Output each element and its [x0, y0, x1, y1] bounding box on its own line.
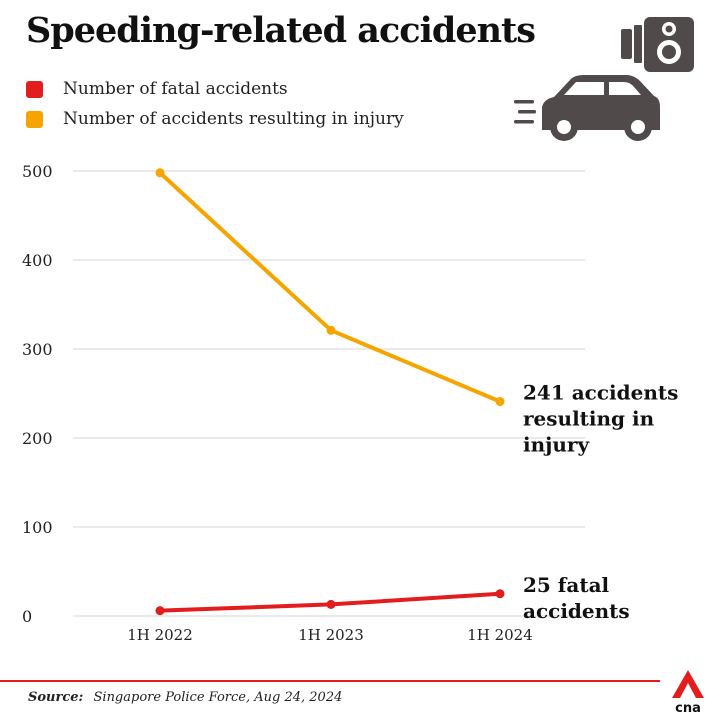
- svg-text:cna: cna: [675, 701, 701, 716]
- series-line-0: [158, 170, 502, 404]
- annotation-1-line-0: 25 fatal: [523, 573, 610, 597]
- source-note: Source: Singapore Police Force, Aug 24, …: [28, 690, 342, 705]
- cna-logo-icon: cna: [672, 670, 704, 716]
- source-label: Source:: [28, 690, 84, 705]
- speeding-car-icon: [514, 75, 660, 141]
- y-tick-label-500: 500: [22, 162, 53, 181]
- y-tick-label-400: 400: [22, 251, 53, 270]
- speed-camera-icon: [621, 17, 694, 72]
- x-tick-label-1: 1H 2023: [298, 626, 364, 644]
- header-graphic: [514, 17, 694, 141]
- data-point-0-1: [326, 325, 336, 335]
- legend: Number of fatal accidents Number of acci…: [26, 74, 404, 134]
- chart-title: Speeding-related accidents: [26, 10, 536, 51]
- y-tick-label-100: 100: [22, 518, 53, 537]
- annotation-0-line-0: 241 accidents: [523, 381, 678, 405]
- y-tick-label-200: 200: [22, 429, 53, 448]
- annotation-0-line-1: resulting in: [523, 407, 655, 431]
- data-point-0-2: [495, 397, 505, 407]
- y-tick-label-300: 300: [22, 340, 53, 359]
- x-tick-label-0: 1H 2022: [127, 626, 193, 644]
- y-tick-label-0: 0: [22, 607, 32, 626]
- legend-item-injury: Number of accidents resulting in injury: [26, 104, 404, 134]
- footer-divider: [0, 680, 660, 682]
- x-tick-label-2: 1H 2024: [467, 626, 533, 644]
- data-point-1-1: [326, 599, 336, 609]
- legend-swatch-injury: [26, 110, 43, 128]
- data-point-1-0: [155, 606, 165, 616]
- line-chart: 0 100 200 300 400 500 1H 2022 1H 2023 1H 2024 241…: [22, 162, 678, 644]
- data-point-1-2: [495, 589, 505, 599]
- annotation-1-line-1: accidents: [523, 599, 630, 623]
- legend-swatch-fatal: [26, 80, 43, 98]
- legend-item-fatal: Number of fatal accidents: [26, 74, 404, 104]
- source-text: Singapore Police Force, Aug 24, 2024: [93, 690, 343, 705]
- legend-label-fatal: Number of fatal accidents: [63, 79, 288, 99]
- annotation-0-line-2: injury: [523, 433, 590, 457]
- data-point-0-0: [155, 168, 165, 178]
- legend-label-injury: Number of accidents resulting in injury: [63, 109, 404, 129]
